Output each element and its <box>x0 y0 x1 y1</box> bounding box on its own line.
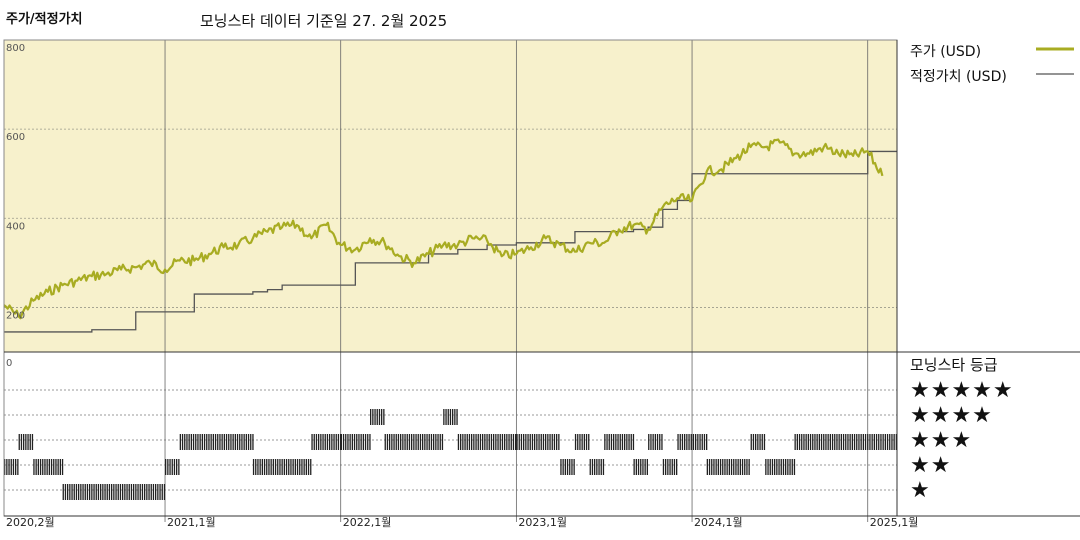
chart-subtitle: 모닝스타 데이터 기준일 27. 2월 2025 <box>200 12 448 30</box>
y-tick-label: 200 <box>6 310 25 321</box>
rating-bar <box>384 434 444 450</box>
rating-bar <box>62 484 166 500</box>
rating-bar <box>560 459 575 475</box>
legend-lines <box>1036 47 1074 75</box>
rating-bar <box>340 434 371 450</box>
chart-frame <box>3 39 1080 517</box>
rating-bar <box>4 459 19 475</box>
rating-bar <box>589 459 605 475</box>
rating-bar <box>370 409 385 425</box>
price-line <box>3 138 884 320</box>
y-tick-labels: 200 400 600 800 0 <box>6 43 25 369</box>
rating-bar <box>457 434 517 450</box>
rating-title: 모닝스타 등급 <box>910 356 998 374</box>
rating-marks <box>4 409 897 500</box>
star-row-4: ★★★★ <box>910 403 993 428</box>
legend-fair-value-label: 적정가치 (USD) <box>910 69 1007 85</box>
star-row-5: ★★★★★ <box>910 378 1014 403</box>
x-tick-label: 2024,1월 <box>694 516 743 529</box>
x-tick-label: 2020,2월 <box>6 516 55 529</box>
x-tick-labels: 2020,2월 2021,1월 2022,1월 2023,1월 2024,1월 2025,… <box>6 516 918 529</box>
rating-bar <box>252 459 312 475</box>
rating-bar <box>662 459 678 475</box>
rating-bar <box>311 434 342 450</box>
star-row-3: ★★★ <box>910 428 973 453</box>
rating-bar <box>33 459 64 475</box>
rating-y-tick-label: 0 <box>6 358 12 369</box>
rating-bar <box>706 459 750 475</box>
rating-bar <box>604 434 635 450</box>
rating-bar <box>18 434 34 450</box>
x-tick-label: 2023,1월 <box>518 516 567 529</box>
star-row-2: ★★ <box>910 453 952 478</box>
price-series <box>3 138 884 320</box>
star-row-1: ★ <box>910 478 931 503</box>
x-tick-label: 2025,1월 <box>870 516 919 529</box>
y-tick-label: 600 <box>6 132 25 143</box>
rating-bar <box>633 459 648 475</box>
rating-bar <box>677 434 708 450</box>
x-tick-label: 2022,1월 <box>343 516 392 529</box>
y-tick-label: 400 <box>6 221 25 232</box>
rating-bar <box>765 459 796 475</box>
y-tick-label: 800 <box>6 43 25 54</box>
rating-bar <box>165 459 180 475</box>
x-tick-label: 2021,1월 <box>167 516 216 529</box>
rating-bar <box>516 434 560 450</box>
rating-bar <box>648 434 663 450</box>
chart-title: 주가/적정가치 <box>6 12 83 27</box>
legend-price-label: 주가 (USD) <box>910 44 982 60</box>
rating-bar <box>794 434 897 450</box>
price-panel-background <box>4 40 897 352</box>
rating-bar <box>574 434 590 450</box>
rating-bar <box>443 409 458 425</box>
rating-bar <box>750 434 766 450</box>
rating-bar <box>179 434 254 450</box>
